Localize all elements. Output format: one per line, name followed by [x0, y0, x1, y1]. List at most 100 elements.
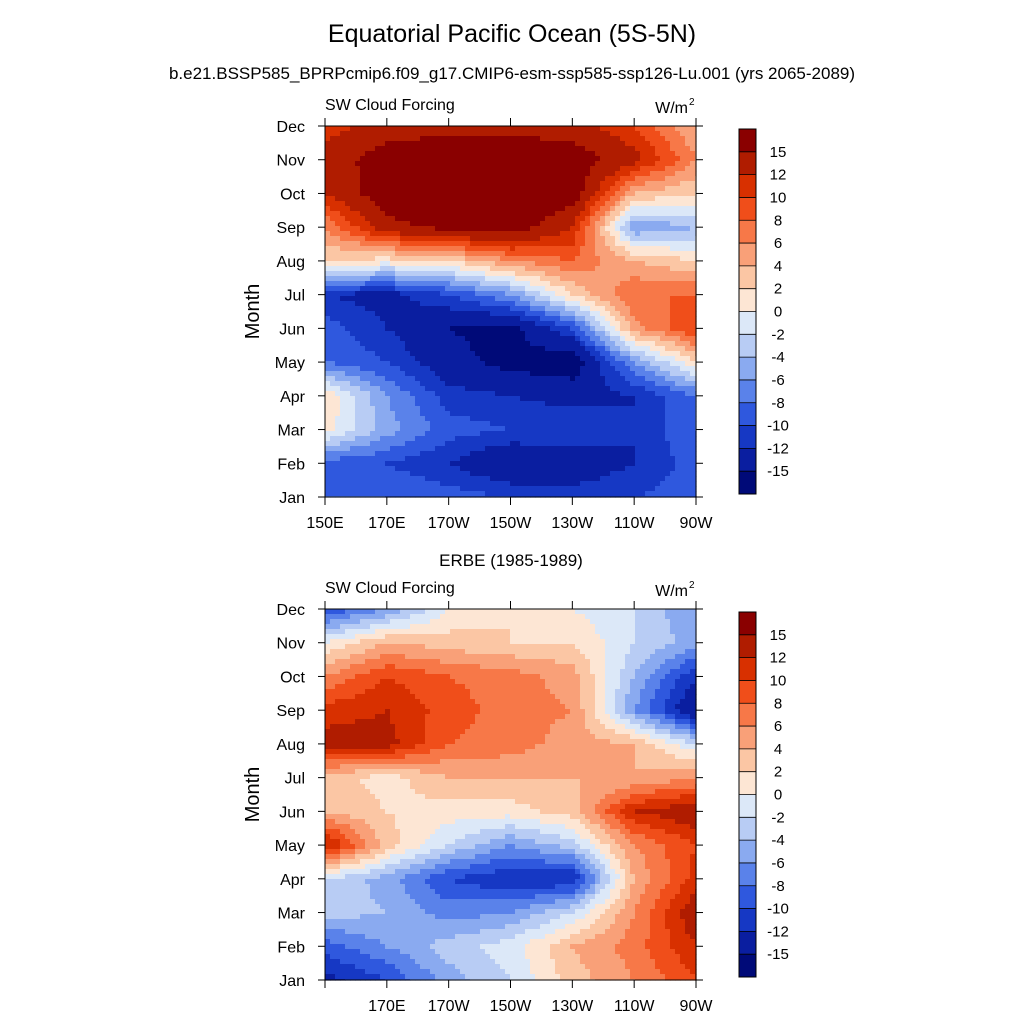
- heatmap-cell: [370, 436, 376, 442]
- heatmap-cell: [505, 446, 511, 452]
- heatmap-cell: [440, 286, 446, 292]
- heatmap-cell: [645, 176, 651, 182]
- heatmap-cell: [565, 316, 571, 322]
- heatmap-cell: [545, 251, 551, 257]
- heatmap-cell: [605, 426, 611, 432]
- heatmap-cell: [550, 381, 556, 387]
- heatmap-cell: [520, 371, 526, 377]
- heatmap-cell: [590, 266, 596, 272]
- heatmap-cell: [690, 321, 696, 327]
- heatmap-cell: [650, 146, 656, 152]
- heatmap-cell: [540, 236, 546, 242]
- heatmap-cell: [590, 291, 596, 297]
- heatmap-cell: [345, 361, 351, 367]
- heatmap-cell: [600, 296, 606, 302]
- heatmap-cell: [445, 196, 451, 202]
- heatmap-cell: [630, 231, 636, 237]
- heatmap-cell: [585, 411, 591, 417]
- heatmap-cell: [380, 371, 386, 377]
- heatmap-cell: [410, 136, 416, 142]
- heatmap-cell: [350, 441, 356, 447]
- heatmap-cell: [485, 426, 491, 432]
- heatmap-cell: [350, 211, 356, 217]
- heatmap-cell: [435, 341, 441, 347]
- heatmap-cell: [500, 396, 506, 402]
- heatmap-cell: [430, 431, 436, 437]
- heatmap-cell: [425, 446, 431, 452]
- heatmap-cell: [365, 416, 371, 422]
- heatmap-cell: [350, 326, 356, 332]
- heatmap-cell: [400, 136, 406, 142]
- heatmap-cell: [550, 411, 556, 417]
- heatmap-cell: [620, 316, 626, 322]
- heatmap-cell: [620, 336, 626, 342]
- heatmap-cell: [445, 186, 451, 192]
- heatmap-cell: [385, 321, 391, 327]
- heatmap-cell: [560, 306, 566, 312]
- heatmap-cell: [465, 376, 471, 382]
- heatmap-cell: [605, 401, 611, 407]
- heatmap-cell: [530, 346, 536, 352]
- heatmap-cell: [340, 151, 346, 157]
- heatmap-cell: [560, 251, 566, 257]
- heatmap-cell: [370, 391, 376, 397]
- heatmap-cell: [610, 226, 616, 232]
- heatmap-cell: [330, 271, 336, 277]
- heatmap-cell: [510, 441, 516, 447]
- heatmap-cell: [340, 186, 346, 192]
- heatmap-cell: [515, 271, 521, 277]
- heatmap-cell: [450, 281, 456, 287]
- heatmap-cell: [355, 381, 361, 387]
- heatmap-cell: [335, 436, 341, 442]
- heatmap-cell: [590, 226, 596, 232]
- heatmap-cell: [410, 206, 416, 212]
- heatmap-cell: [550, 421, 556, 427]
- heatmap-cell: [470, 301, 476, 307]
- heatmap-cell: [505, 146, 511, 152]
- heatmap-cell: [400, 256, 406, 262]
- heatmap-cell: [685, 281, 691, 287]
- heatmap-cell: [655, 211, 661, 217]
- heatmap-cell: [440, 396, 446, 402]
- heatmap-cell: [650, 241, 656, 247]
- heatmap-cell: [475, 446, 481, 452]
- heatmap-cell: [605, 161, 611, 167]
- heatmap-cell: [325, 176, 331, 182]
- heatmap-cell: [525, 366, 531, 372]
- heatmap-cell: [400, 266, 406, 272]
- heatmap-cell: [605, 156, 611, 162]
- heatmap-cell: [390, 201, 396, 207]
- heatmap-cell: [650, 311, 656, 317]
- heatmap-cell: [670, 381, 676, 387]
- heatmap-cell: [615, 256, 621, 262]
- heatmap-cell: [555, 241, 561, 247]
- heatmap-cell: [615, 171, 621, 177]
- heatmap-cell: [440, 231, 446, 237]
- heatmap-cell: [500, 331, 506, 337]
- heatmap-cell: [660, 446, 666, 452]
- heatmap-cell: [490, 201, 496, 207]
- heatmap-cell: [450, 251, 456, 257]
- heatmap-cell: [675, 451, 681, 457]
- heatmap-cell: [395, 311, 401, 317]
- heatmap-cell: [495, 196, 501, 202]
- heatmap-cell: [340, 261, 346, 267]
- heatmap-cell: [635, 186, 641, 192]
- heatmap-cell: [550, 446, 556, 452]
- heatmap-cell: [500, 301, 506, 307]
- heatmap-cell: [400, 211, 406, 217]
- heatmap-cell: [675, 436, 681, 442]
- heatmap-cell: [425, 336, 431, 342]
- heatmap-cell: [565, 276, 571, 282]
- heatmap-cell: [375, 146, 381, 152]
- heatmap-cell: [490, 421, 496, 427]
- heatmap-cell: [365, 431, 371, 437]
- heatmap-cell: [585, 246, 591, 252]
- heatmap-cell: [530, 171, 536, 177]
- heatmap-cell: [375, 371, 381, 377]
- heatmap-cell: [390, 126, 396, 132]
- heatmap-cell: [350, 166, 356, 172]
- heatmap-cell: [670, 206, 676, 212]
- heatmap-cell: [685, 301, 691, 307]
- heatmap-cell: [375, 421, 381, 427]
